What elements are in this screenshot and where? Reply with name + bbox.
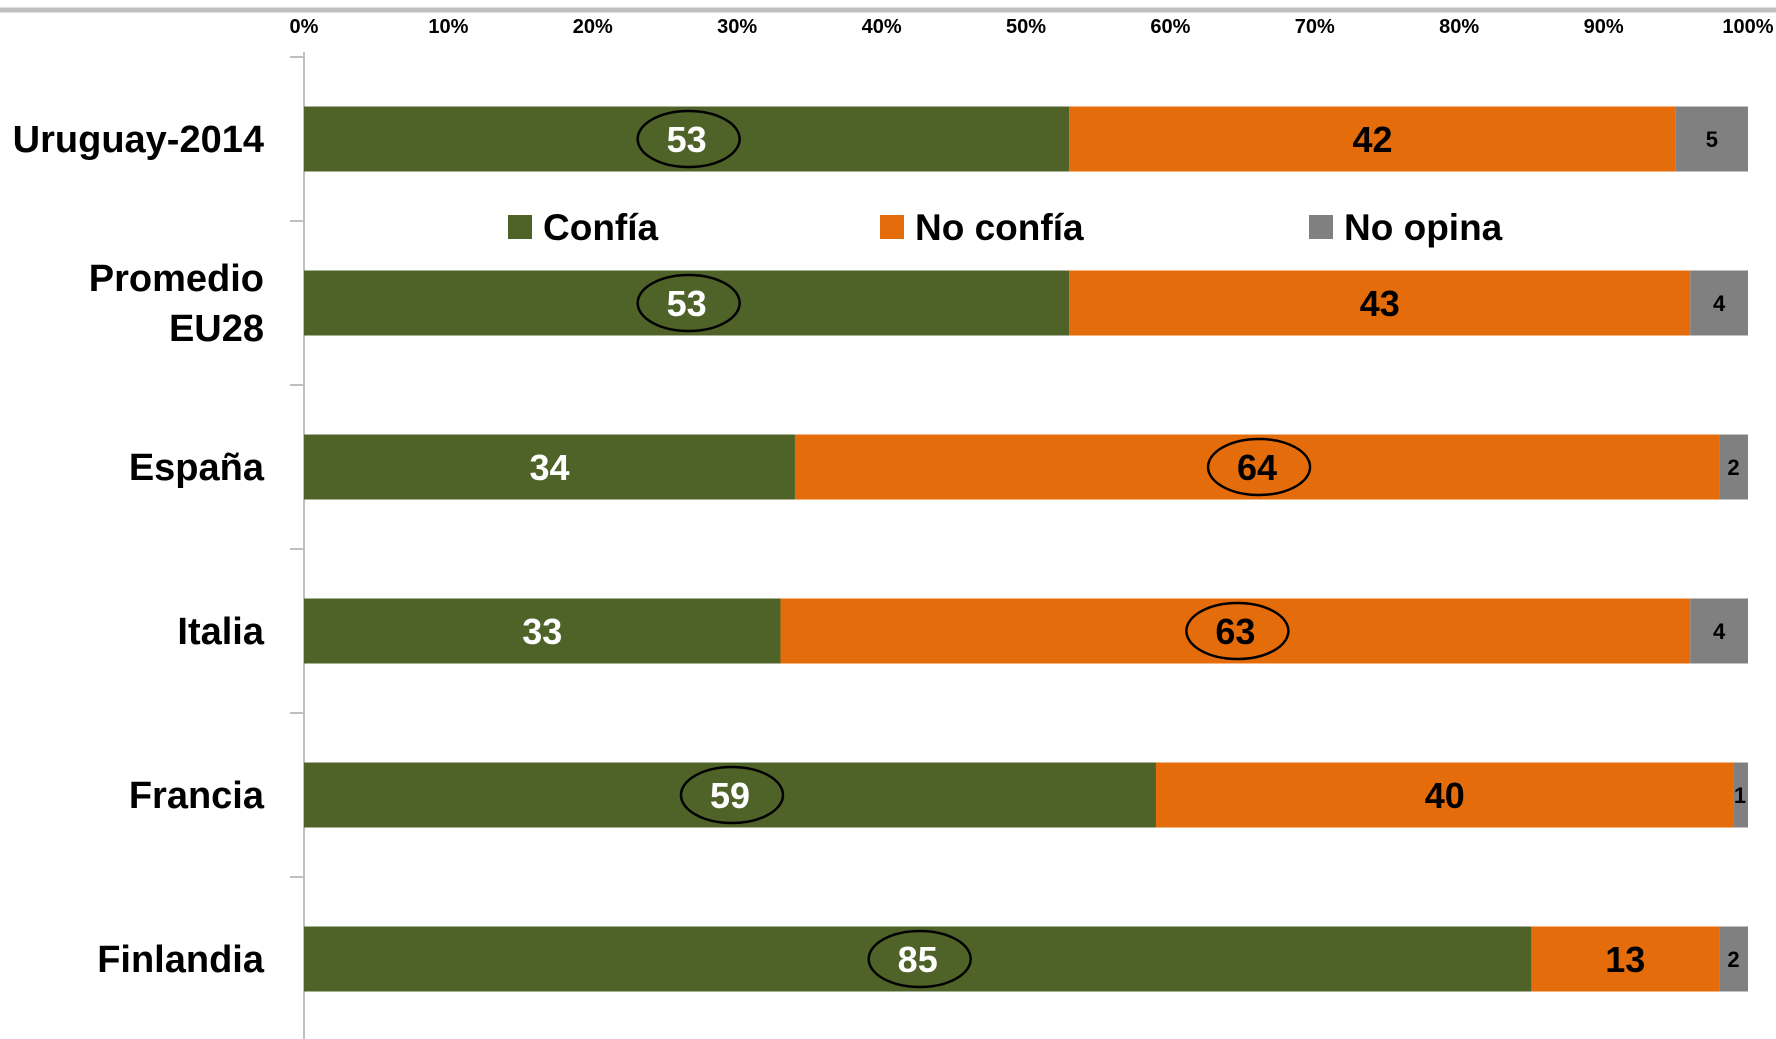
x-tick-label: 50% [1006, 16, 1046, 38]
category-label: Italia [177, 611, 264, 653]
bar-segment [304, 762, 1156, 828]
category-label: Uruguay-2014 [13, 119, 264, 161]
data-label: 85 [898, 939, 938, 980]
data-label: 53 [667, 119, 707, 160]
data-label: 13 [1605, 939, 1645, 980]
legend-label: Confía [543, 207, 659, 248]
bar-segment [304, 106, 1070, 172]
highlight-circle [1206, 437, 1312, 497]
bar-segment [780, 598, 1691, 664]
x-axis-ticks: 0% 10% 20% 30% 40% 50% 60% 70% 80% 90% 100% [290, 16, 1774, 38]
x-tick-label: 60% [1150, 16, 1190, 38]
legend-label: No confía [915, 207, 1084, 248]
data-label: 2 [1727, 947, 1739, 972]
data-label: 2 [1727, 455, 1739, 480]
x-tick-label: 100% [1722, 16, 1773, 38]
bar-segment [1690, 598, 1748, 664]
data-label: 64 [1237, 447, 1277, 488]
data-label: 63 [1215, 611, 1255, 652]
data-label: 34 [529, 447, 569, 488]
bar-segment [1675, 106, 1748, 172]
bar-segment [304, 434, 795, 500]
legend-label: No opina [1344, 207, 1503, 248]
category-label: EU28 [169, 308, 264, 350]
bar-segment [1719, 926, 1748, 992]
category-label: Francia [129, 775, 265, 817]
highlight-circle [636, 273, 741, 333]
category-label: Finlandia [97, 939, 265, 981]
bar-segment [304, 598, 781, 664]
legend: Confía No confía No opina [508, 207, 1503, 248]
bar-segment [304, 270, 1070, 336]
data-label: 53 [667, 283, 707, 324]
bar-segment [1733, 762, 1748, 828]
data-label: 33 [522, 611, 562, 652]
x-tick-label: 90% [1584, 16, 1624, 38]
bar-segment [794, 434, 1720, 500]
legend-swatch [880, 215, 904, 239]
x-tick-label: 30% [717, 16, 757, 38]
data-label: 4 [1713, 619, 1726, 644]
data-label: 1 [1734, 783, 1746, 808]
highlight-circle [1185, 601, 1290, 661]
highlight-circle [867, 929, 972, 989]
x-tick-label: 10% [428, 16, 468, 38]
legend-swatch [508, 215, 532, 239]
bar-segment [304, 926, 1532, 992]
data-label: 4 [1713, 291, 1726, 316]
bar-segment [1690, 270, 1748, 336]
data-label: 40 [1425, 775, 1465, 816]
x-tick-label: 0% [290, 16, 319, 38]
category-label: España [129, 447, 265, 489]
bar-segment [1719, 434, 1748, 500]
highlight-circle [679, 765, 785, 825]
data-label: 42 [1353, 119, 1393, 160]
legend-swatch [1309, 215, 1333, 239]
bar-segment [1155, 762, 1734, 828]
category-ticks [290, 56, 304, 878]
bar-segment [1069, 106, 1676, 172]
bars-group: 53 42 5 53 43 4 34 64 2 33 63 4 59 40 1 85 13 2 [304, 106, 1748, 992]
data-label: 59 [710, 775, 750, 816]
bar-segment [1531, 926, 1720, 992]
data-label: 43 [1360, 283, 1400, 324]
highlight-circle [636, 109, 741, 169]
x-tick-label: 20% [573, 16, 613, 38]
category-labels: Uruguay-2014 Promedio EU28 España Italia Fran… [13, 119, 265, 981]
bar-segment [1069, 270, 1691, 336]
x-tick-label: 80% [1439, 16, 1479, 38]
category-label: Promedio [89, 258, 264, 300]
data-label: 5 [1706, 127, 1718, 152]
x-tick-label: 70% [1295, 16, 1335, 38]
x-tick-label: 40% [862, 16, 902, 38]
